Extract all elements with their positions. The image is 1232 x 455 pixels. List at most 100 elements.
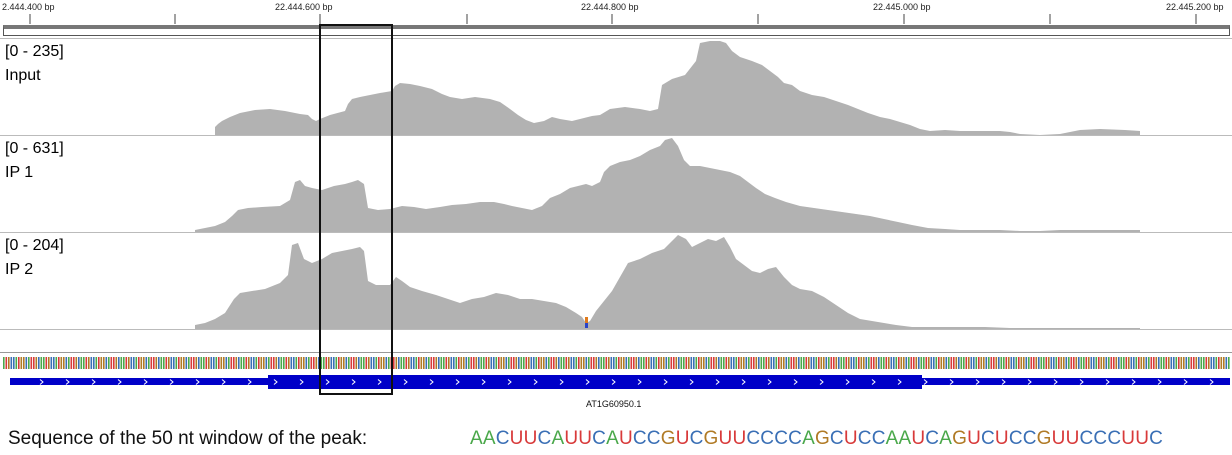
peak-sequence: AACUUCAUUCAUCCGUCGUUCCCCAGCUCCAAUCAGUCUC… [470, 428, 1163, 450]
chevron-right-icon [117, 379, 122, 385]
nucleotide: U [843, 428, 858, 449]
chevron-right-icon [1183, 379, 1188, 385]
nucleotide: C [646, 428, 661, 449]
chevron-right-icon [351, 379, 356, 385]
chevron-right-icon [897, 379, 902, 385]
gene-name-label: AT1G60950.1 [586, 399, 642, 409]
ip2-coverage-plot [0, 235, 1140, 330]
nucleotide: A [802, 428, 815, 449]
chevron-right-icon [273, 379, 278, 385]
chevron-right-icon [481, 379, 486, 385]
nucleotide: G [1036, 428, 1052, 449]
nucleotide: G [703, 428, 719, 449]
chevron-right-icon [585, 379, 590, 385]
track-name: IP 2 [5, 261, 34, 278]
chevron-right-icon [637, 379, 642, 385]
gene-exon [268, 375, 922, 389]
chevron-right-icon [949, 379, 954, 385]
nucleotide: C [592, 428, 607, 449]
chevron-right-icon [403, 379, 408, 385]
nucleotide: C [1079, 428, 1094, 449]
track-divider [0, 352, 1232, 353]
nucleotide: C [857, 428, 872, 449]
track-data-range: [0 - 204] [5, 237, 64, 254]
chevron-right-icon [65, 379, 70, 385]
chevron-right-icon [1209, 379, 1214, 385]
chevron-right-icon [611, 379, 616, 385]
chevron-right-icon [429, 379, 434, 385]
track-divider [0, 329, 1232, 330]
nucleotide: A [551, 428, 565, 449]
chevron-right-icon [1001, 379, 1006, 385]
chevron-right-icon [1027, 379, 1032, 385]
nucleotide: U [1135, 428, 1150, 449]
ruler-tick-label: 2.444.400 bp [2, 2, 55, 12]
nucleotide: C [788, 428, 803, 449]
nucleotide: C [829, 428, 844, 449]
nucleotide: U [675, 428, 690, 449]
chevron-right-icon [819, 379, 824, 385]
chevron-right-icon [91, 379, 96, 385]
nucleotide: U [967, 428, 981, 449]
chevron-right-icon [1105, 379, 1110, 385]
nucleotide: C [1022, 428, 1037, 449]
chevron-right-icon [741, 379, 746, 385]
nucleotide: A [885, 428, 899, 449]
nucleotide: C [632, 428, 647, 449]
ip1-coverage-plot [0, 138, 1140, 233]
ruler-tick-label: 22.444.600 bp [275, 2, 333, 12]
nucleotide: C [537, 428, 552, 449]
chevron-right-icon [845, 379, 850, 385]
nucleotide: U [1121, 428, 1136, 449]
reference-sequence-strip[interactable] [3, 357, 1230, 369]
chevron-right-icon [169, 379, 174, 385]
nucleotide: A [606, 428, 619, 449]
nucleotide: C [1107, 428, 1122, 449]
chevron-right-icon [767, 379, 772, 385]
nucleotide: C [1093, 428, 1108, 449]
chevron-right-icon [455, 379, 460, 385]
nucleotide: U [509, 428, 524, 449]
chevron-right-icon [299, 379, 304, 385]
gene-model[interactable] [0, 370, 1232, 400]
chevron-right-icon [247, 379, 252, 385]
ruler-tick-label: 22.445.200 bp [1166, 2, 1224, 12]
nucleotide: U [1051, 428, 1066, 449]
nucleotide: U [732, 428, 747, 449]
nucleotide: U [911, 428, 926, 449]
nucleotide: C [871, 428, 886, 449]
nucleotide: A [939, 428, 953, 449]
track-name: IP 1 [5, 164, 34, 181]
nucleotide: A [898, 428, 912, 449]
chevron-right-icon [559, 379, 564, 385]
chevron-right-icon [1079, 379, 1084, 385]
gene-track[interactable] [0, 370, 1232, 410]
nucleotide: U [564, 428, 579, 449]
ruler-tick-label: 22.444.800 bp [581, 2, 639, 12]
nucleotide: U [718, 428, 733, 449]
nucleotide: C [925, 428, 940, 449]
nucleotide: G [952, 428, 968, 449]
chevron-right-icon [975, 379, 980, 385]
chevron-right-icon [1053, 379, 1058, 385]
nucleotide: G [814, 428, 830, 449]
chevron-right-icon [1131, 379, 1136, 385]
nucleotide: A [470, 428, 483, 449]
nucleotide: A [482, 428, 496, 449]
genome-ruler[interactable]: 2.444.400 bp 22.444.600 bp 22.444.800 bp… [0, 0, 1232, 40]
nucleotide: C [760, 428, 775, 449]
track-ip1[interactable]: [0 - 631] IP 1 [0, 135, 1232, 233]
nucleotide: G [660, 428, 676, 449]
nucleotide: C [980, 428, 995, 449]
chevron-right-icon [533, 379, 538, 385]
nucleotide: C [689, 428, 704, 449]
chevron-right-icon [377, 379, 382, 385]
track-input[interactable]: [0 - 235] Input [0, 38, 1232, 136]
chevron-right-icon [689, 379, 694, 385]
chevron-right-icon [507, 379, 512, 385]
ruler-tick-label: 22.445.000 bp [873, 2, 931, 12]
track-ip2[interactable]: [0 - 204] IP 2 [0, 232, 1232, 330]
nucleotide: U [578, 428, 593, 449]
sequence-caption: Sequence of the 50 nt window of the peak… [8, 428, 368, 449]
nucleotide: U [618, 428, 633, 449]
